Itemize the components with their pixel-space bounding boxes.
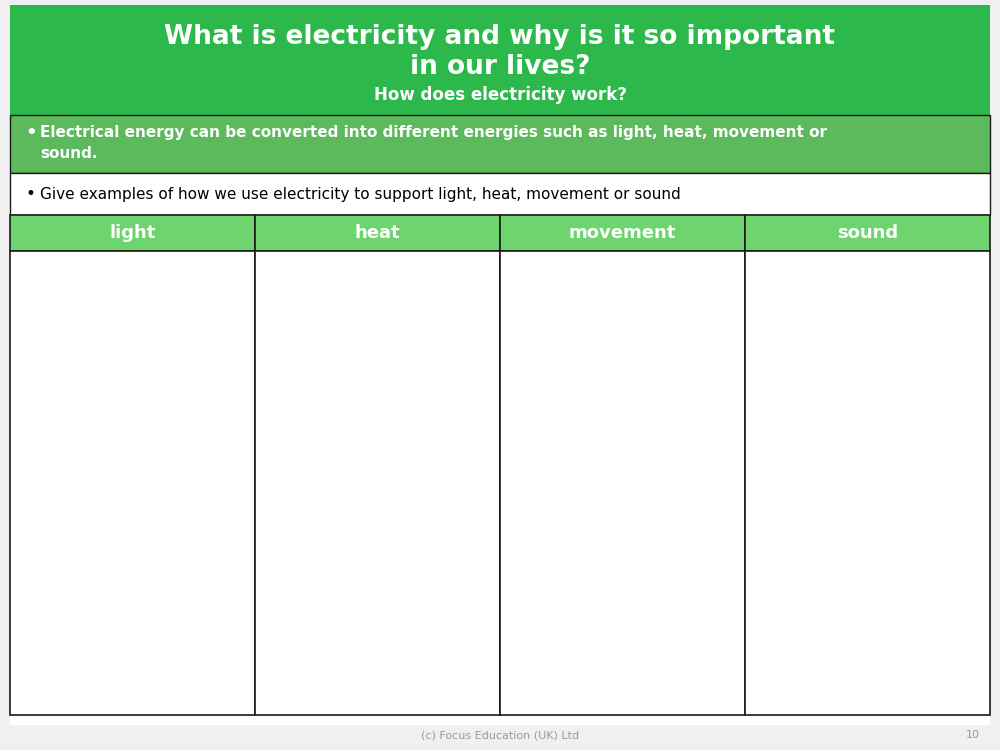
Bar	[10, 251, 255, 715]
Text: (c) Focus Education (UK) Ltd: (c) Focus Education (UK) Ltd	[421, 730, 579, 740]
Text: movement: movement	[569, 224, 676, 242]
Bar	[255, 251, 500, 715]
Bar	[10, 173, 990, 215]
Text: Electrical energy can be converted into different energies such as light, heat, : Electrical energy can be converted into …	[40, 124, 827, 140]
Bar	[255, 215, 500, 251]
Bar	[10, 5, 990, 115]
Text: 10: 10	[966, 730, 980, 740]
Bar	[745, 215, 990, 251]
Text: •: •	[25, 185, 35, 203]
Text: heat: heat	[355, 224, 400, 242]
Text: in our lives?: in our lives?	[410, 54, 590, 80]
Bar	[10, 215, 255, 251]
Bar	[745, 251, 990, 715]
Text: sound.: sound.	[40, 146, 98, 160]
Text: What is electricity and why is it so important: What is electricity and why is it so imp…	[164, 24, 836, 50]
Bar	[10, 115, 990, 173]
Text: light: light	[109, 224, 156, 242]
Bar	[500, 251, 745, 715]
Text: •: •	[25, 124, 37, 142]
Text: Give examples of how we use electricity to support light, heat, movement or soun: Give examples of how we use electricity …	[40, 187, 681, 202]
Bar	[500, 215, 745, 251]
Text: How does electricity work?: How does electricity work?	[374, 86, 626, 104]
Text: sound: sound	[837, 224, 898, 242]
